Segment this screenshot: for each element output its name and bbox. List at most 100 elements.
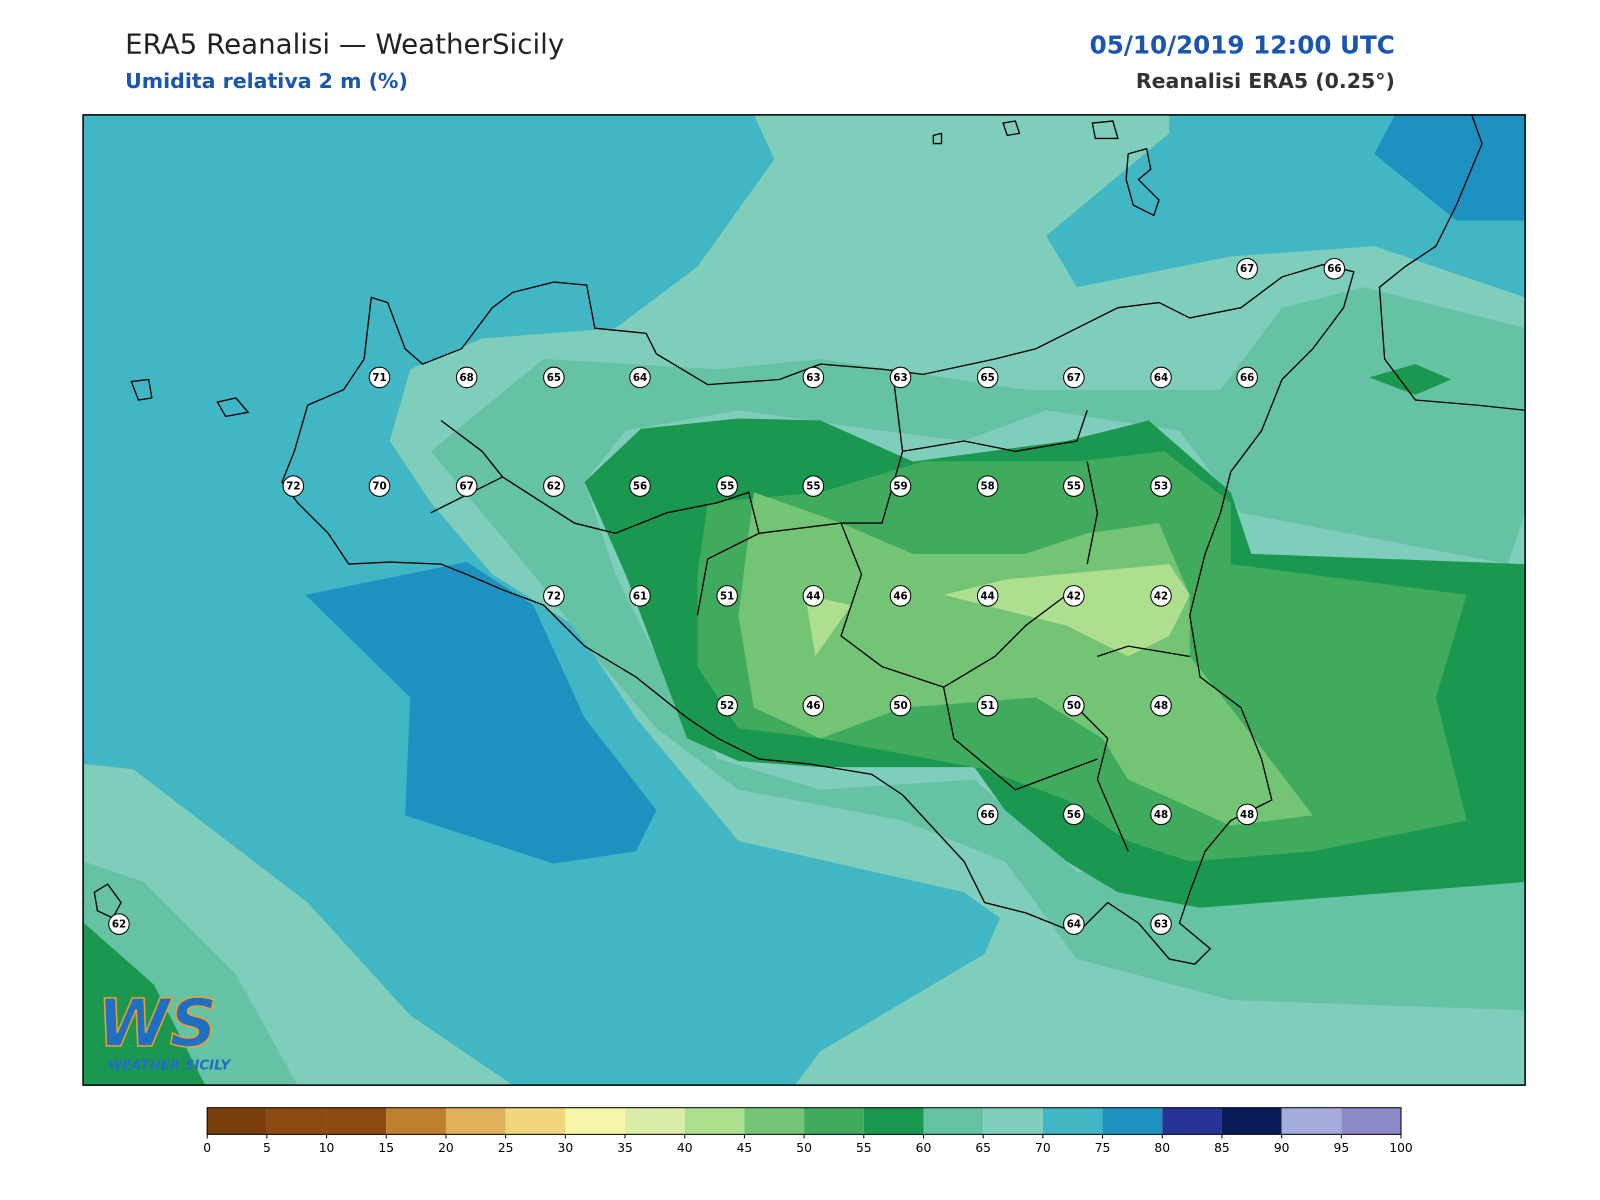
station-value: 65 [547,372,561,384]
station-value: 64 [633,372,647,384]
station-value: 51 [720,590,734,602]
contour-55-60 [84,923,206,1086]
colorbar-swatch [386,1107,446,1135]
station: 56 [1063,803,1085,826]
station: 44 [802,585,825,607]
station-value: 44 [806,590,820,602]
station-marker [1063,913,1085,935]
station-marker [1150,694,1172,717]
station-marker [1323,257,1346,280]
station-value: 46 [806,700,820,712]
station: 58 [976,475,999,497]
station: 50 [889,694,912,717]
station-value: 56 [633,481,647,493]
colorbar-tick-label: 30 [558,1141,574,1155]
station-value: 61 [633,590,647,602]
station-marker [716,585,738,607]
station-value: 55 [720,481,734,493]
station-value: 66 [1327,263,1341,275]
station-marker [1063,585,1085,607]
sicily-coast [281,263,1355,965]
station: 64 [1150,366,1172,389]
station: 56 [629,475,651,497]
colorbar-tick-label: 25 [498,1141,514,1155]
coastlines [93,114,1526,965]
station-value: 44 [981,590,995,602]
station-value: 50 [893,700,907,712]
station: 50 [1063,694,1085,717]
station: 62 [108,913,130,935]
station-value: 72 [286,481,300,493]
station-value: 63 [1154,919,1168,931]
station-value: 66 [1240,372,1254,384]
station-marker [1236,366,1258,389]
station-marker [889,366,912,389]
calabria-coast [1378,114,1526,411]
station-marker [543,585,565,607]
colorbar-swatch [266,1107,327,1135]
colorbar-tick-label: 65 [975,1141,991,1155]
station-marker [455,475,478,497]
colorbar-tick-label: 90 [1274,1141,1290,1155]
station-marker [1150,366,1172,389]
station-marker [1063,475,1085,497]
contour-60-65 [430,287,1526,1011]
station-marker [1063,694,1085,717]
station-marker [716,694,738,717]
islands [93,120,1160,919]
station-marker [108,913,130,935]
station: 64 [629,366,651,389]
station-marker [802,694,825,717]
colorbar-swatch [1102,1107,1163,1135]
station: 61 [629,585,651,607]
source: Reanalisi ERA5 (0.25°) [1136,69,1395,93]
colorbar-tick-label: 5 [263,1141,271,1155]
station-value: 70 [372,481,386,493]
colorbar-swatch [744,1107,805,1135]
colorbar-swatch [1221,1107,1282,1135]
colorbar: 0 5 10 15 20 25 30 35 40 45 50 55 60 65 70 75 80 85 90 95 10… [203,1107,1413,1155]
colorbar-swatch [207,1107,267,1135]
station: 59 [889,475,912,497]
station: 48 [1236,803,1258,826]
station-marker [976,475,999,497]
station-marker [1150,913,1172,935]
station-marker [802,475,825,497]
station: 51 [716,585,738,607]
station-marker [543,366,565,389]
colorbar-tick-label: 60 [916,1141,932,1155]
station: 53 [1150,475,1172,497]
colorbar-swatch [1281,1107,1342,1135]
station: 48 [1150,694,1172,717]
station: 55 [1063,475,1085,497]
station-value: 64 [1067,919,1081,931]
station: 55 [716,475,738,497]
station-value: 63 [806,372,820,384]
station: 65 [976,366,999,389]
contour-40-45 [943,564,1190,657]
contour-40-45 [805,594,852,657]
station-marker [629,366,651,389]
station: 63 [1150,913,1172,935]
station: 72 [282,475,305,497]
station-value: 50 [1067,700,1081,712]
station-marker [629,475,651,497]
station-value: 59 [893,481,907,493]
station: 65 [543,366,565,389]
colorbar-tick-label: 0 [203,1141,211,1155]
colorbar-swatch [445,1107,506,1135]
station-value: 42 [1154,590,1168,602]
station-marker [368,475,391,497]
station-value: 51 [981,700,995,712]
station-value: 53 [1154,481,1168,493]
contour-75-80 [1374,114,1526,221]
station: 63 [889,366,912,389]
subtitle: Umidita relativa 2 m (%) [125,69,408,93]
station-value: 58 [981,481,995,493]
map: 67 66 71 68 65 64 63 63 65 67 64 66 72 70 67 62 56 55 55 59… [83,114,1526,1086]
station-marker [1150,803,1172,826]
station: 42 [1063,585,1085,607]
station-value: 52 [720,700,734,712]
map-frame [82,114,1526,1086]
